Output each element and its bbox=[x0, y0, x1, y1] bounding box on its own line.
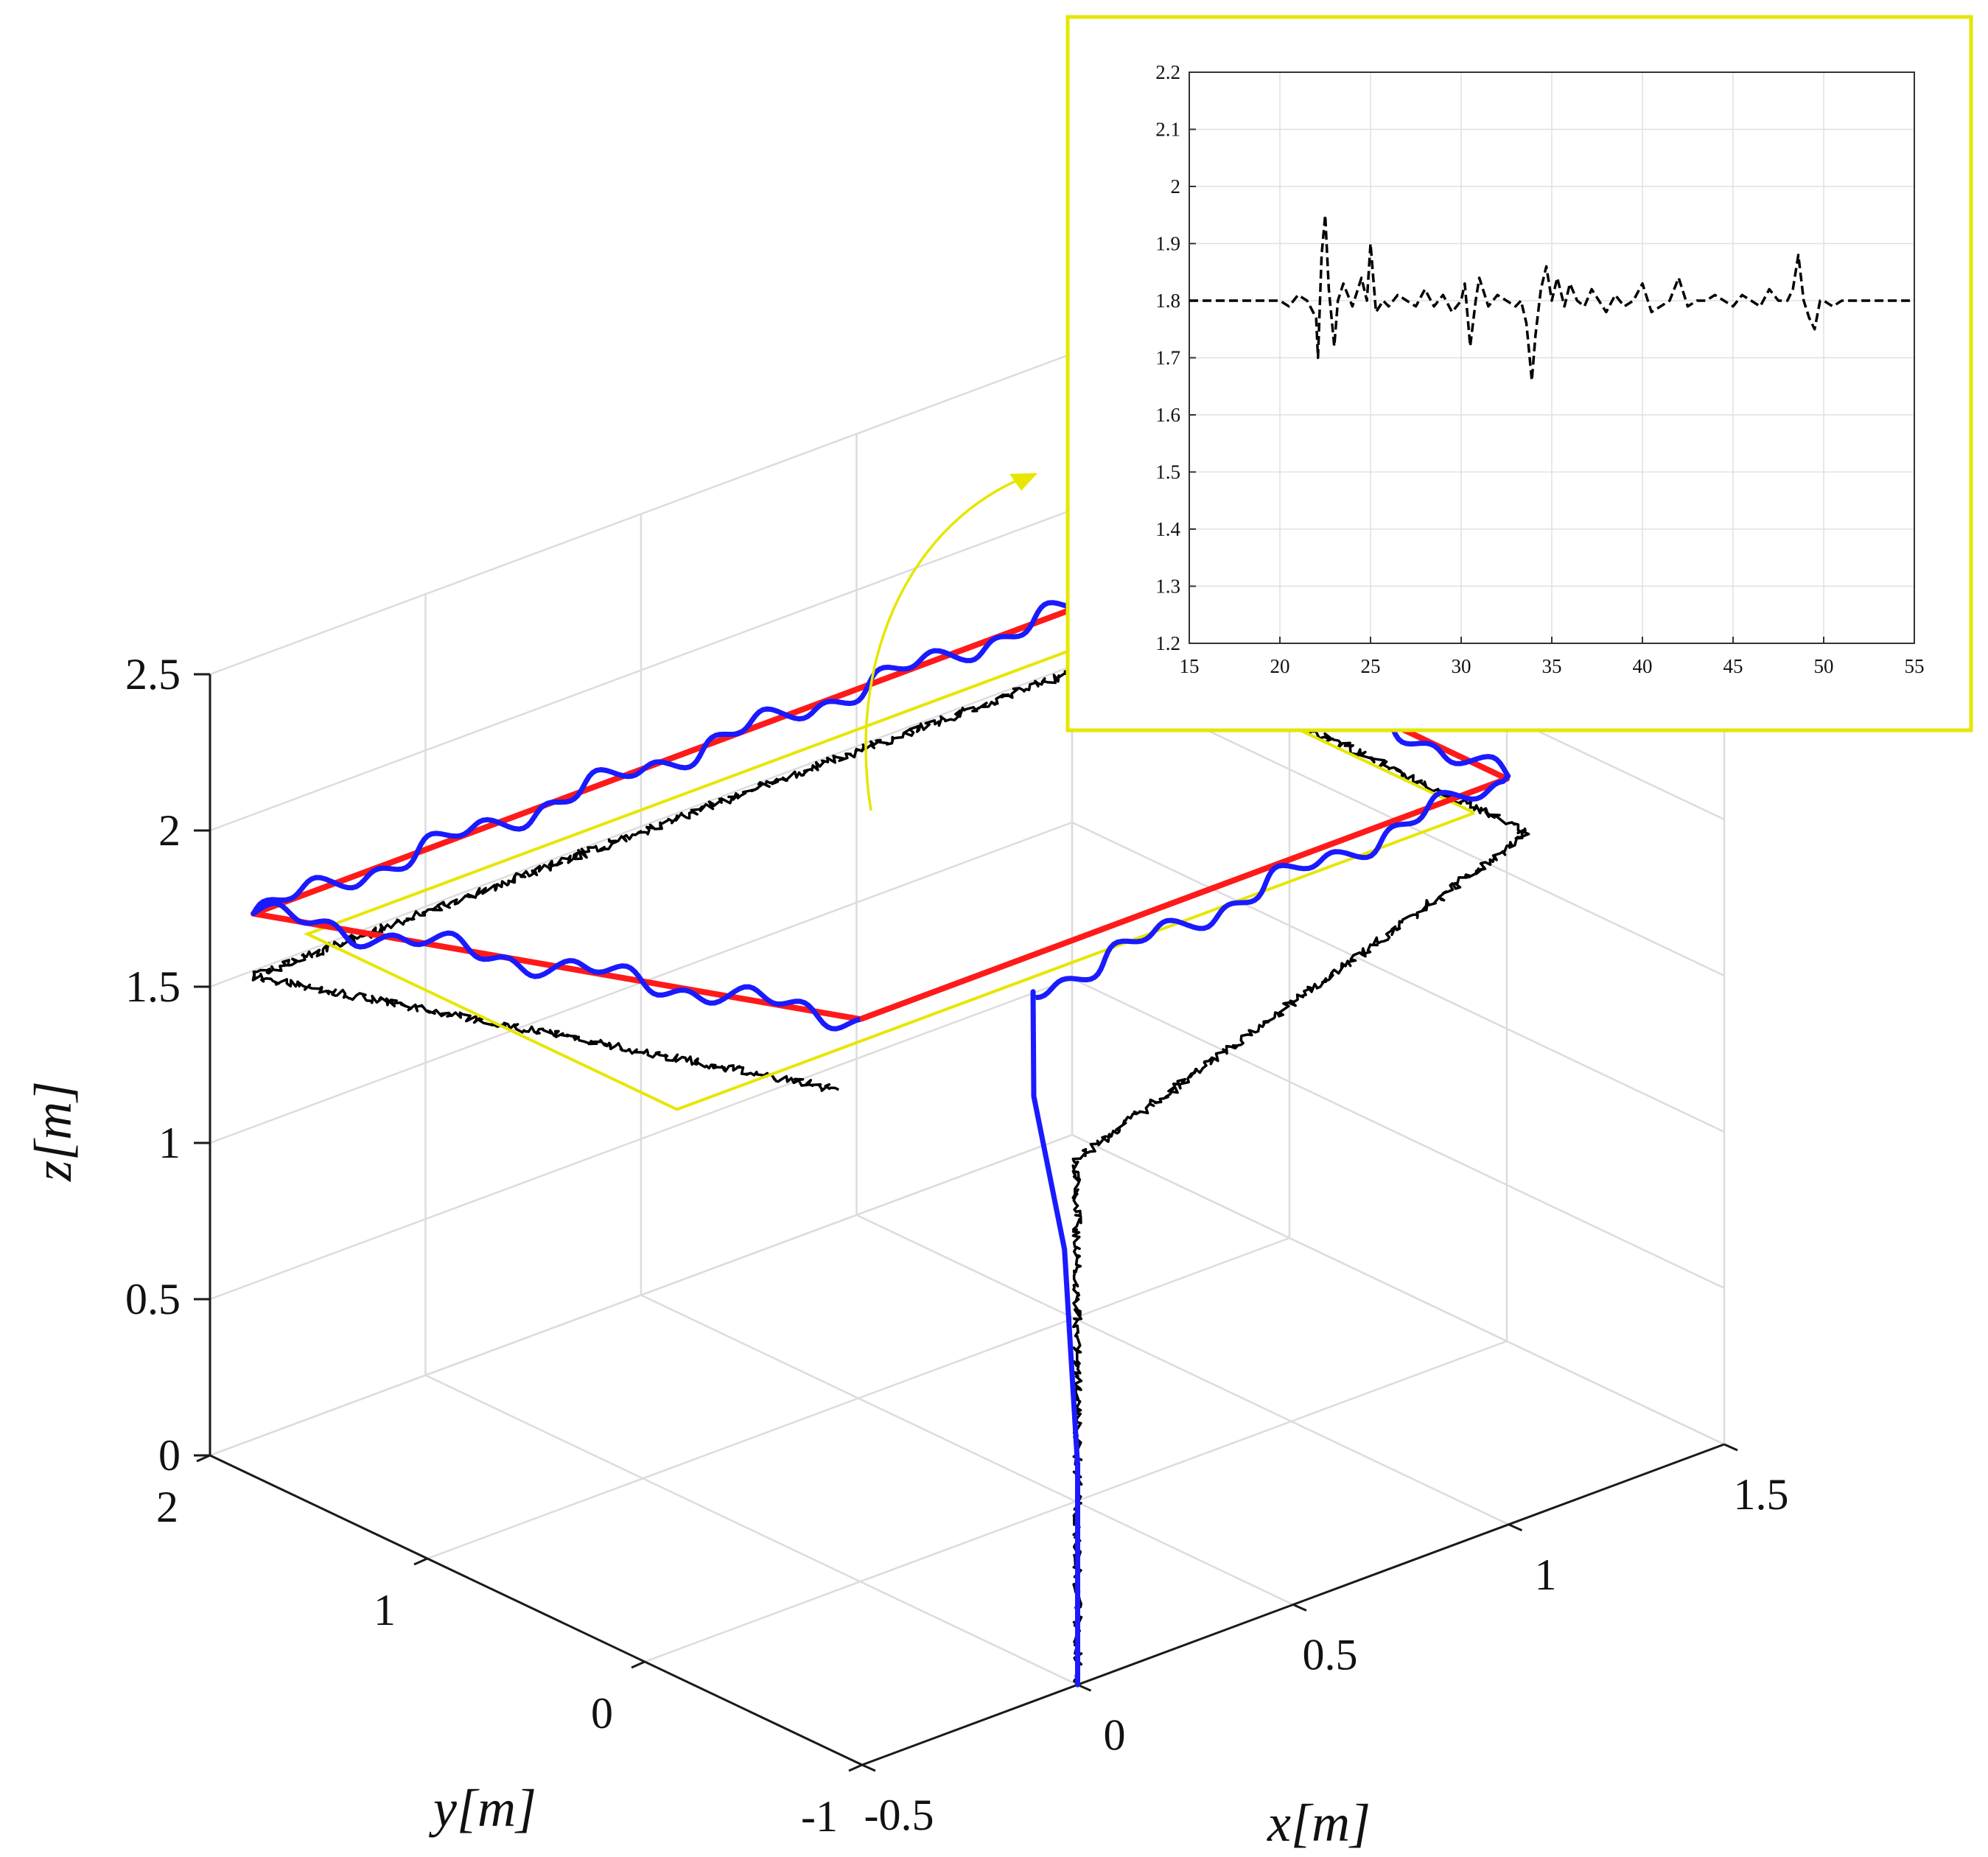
inset-y-tick-label-2: 1.4 bbox=[1155, 518, 1180, 540]
inset-y-tick-label-4: 1.6 bbox=[1155, 404, 1180, 426]
inset-x-tick-label-8: 55 bbox=[1905, 655, 1925, 677]
inset-y-tick-label-7: 1.9 bbox=[1155, 233, 1180, 255]
y-axis-line bbox=[209, 1454, 863, 1766]
inset-y-tick-label-0: 1.2 bbox=[1155, 632, 1180, 654]
grid-floor-x-1 bbox=[424, 1374, 1079, 1686]
grid-back-z-0 bbox=[209, 1133, 1073, 1457]
grid-right-z-2 bbox=[1071, 821, 1725, 1133]
z-axis-label: z[m] bbox=[24, 1081, 83, 1182]
series-blue-loop bbox=[251, 590, 1511, 1032]
x-tick-label-2: 0.5 bbox=[1303, 1631, 1358, 1679]
grid-floor-y-2 bbox=[427, 1237, 1290, 1560]
z-tick-label-2: 1 bbox=[158, 1119, 181, 1167]
inset-y-tick-label-6: 1.8 bbox=[1155, 290, 1180, 312]
y-tick-label-3: 2 bbox=[156, 1483, 178, 1531]
grid-right-z-0 bbox=[1071, 1133, 1725, 1446]
x-tick-label-0: -0.5 bbox=[864, 1791, 934, 1839]
axes-3d-series bbox=[251, 590, 1530, 1688]
z-tick-label-5: 2.5 bbox=[125, 650, 181, 699]
inset-y-tick-label-10: 2.2 bbox=[1155, 61, 1180, 83]
grid-right-z-1 bbox=[1071, 977, 1725, 1290]
inset-y-tick-label-8: 2 bbox=[1171, 175, 1181, 197]
grid-back-z-4 bbox=[209, 508, 1073, 832]
zoom-arrow-head bbox=[1009, 473, 1037, 491]
x-tick-mark-3 bbox=[1508, 1523, 1523, 1532]
series-black-trajectory bbox=[251, 643, 1530, 1686]
grid-floor-x-2 bbox=[640, 1294, 1294, 1606]
grid-floor-x-3 bbox=[855, 1214, 1510, 1525]
inset-y-tick-label-9: 2.1 bbox=[1155, 119, 1180, 141]
inset-x-tick-label-0: 15 bbox=[1180, 655, 1200, 677]
y-tick-label-1: 0 bbox=[591, 1689, 613, 1738]
x-tick-label-4: 1.5 bbox=[1734, 1470, 1789, 1519]
y-tick-mark-1 bbox=[631, 1660, 645, 1669]
z-tick-label-4: 2 bbox=[158, 806, 181, 855]
grid-back-z-5 bbox=[209, 352, 1073, 676]
inset-y-tick-label-5: 1.7 bbox=[1155, 347, 1180, 369]
zoom-arrow-curve bbox=[864, 479, 1018, 811]
axes-3d-frame bbox=[194, 673, 1738, 1772]
x-axis-label: x[m] bbox=[1267, 1794, 1371, 1853]
y-axis-label: y[m] bbox=[428, 1779, 536, 1838]
y-tick-label-2: 1 bbox=[374, 1586, 396, 1634]
y-tick-label-0: -1 bbox=[801, 1792, 838, 1841]
x-tick-mark-4 bbox=[1723, 1443, 1738, 1452]
inset-x-tick-label-4: 35 bbox=[1542, 655, 1562, 677]
x-tick-mark-2 bbox=[1292, 1604, 1307, 1612]
inset-series-z-error bbox=[1189, 214, 1914, 382]
inset-x-tick-label-3: 30 bbox=[1452, 655, 1471, 677]
inset-x-tick-label-6: 45 bbox=[1723, 655, 1743, 677]
y-tick-mark-0 bbox=[848, 1763, 863, 1772]
inset-x-tick-label-1: 20 bbox=[1270, 655, 1290, 677]
z-tick-label-3: 1.5 bbox=[125, 962, 181, 1011]
inset-plot: 15 20 25 30 35 40 45 50 55 1.2 1.3 1.4 1.5 1.6 1.7 1.8 1… bbox=[1065, 15, 1973, 732]
inset-x-tick-label-5: 40 bbox=[1633, 655, 1653, 677]
x-tick-label-3: 1 bbox=[1535, 1550, 1557, 1599]
inset-x-tick-label-7: 50 bbox=[1814, 655, 1834, 677]
inset-x-tick-label-2: 25 bbox=[1361, 655, 1381, 677]
y-tick-mark-2 bbox=[413, 1557, 428, 1566]
zoom-arrow bbox=[864, 473, 1037, 811]
x-tick-label-1: 0 bbox=[1104, 1710, 1126, 1759]
z-tick-label-1: 0.5 bbox=[125, 1275, 181, 1323]
x-tick-mark-0 bbox=[861, 1763, 876, 1772]
inset-y-tick-label-3: 1.5 bbox=[1155, 461, 1180, 483]
inset-y-tick-label-1: 1.3 bbox=[1155, 576, 1180, 598]
grid-back-z-1 bbox=[209, 977, 1073, 1301]
z-tick-label-0: 0 bbox=[158, 1431, 181, 1480]
series-blue-rise bbox=[1030, 989, 1080, 1688]
